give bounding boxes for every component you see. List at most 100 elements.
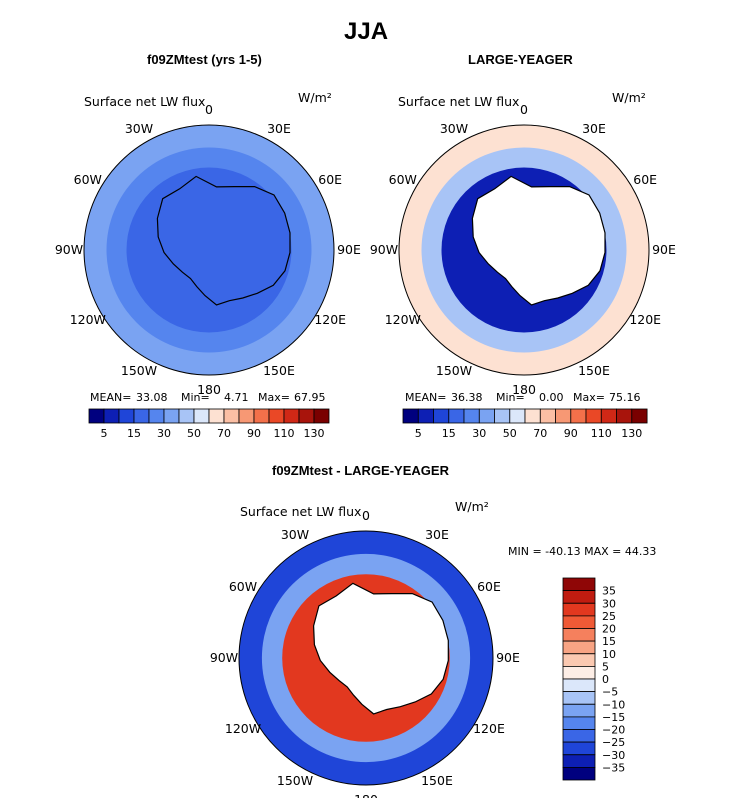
- colorbar1-box: [253, 408, 270, 424]
- colorbar3-tick: −35: [602, 761, 625, 774]
- map1-lon-label: 120W: [70, 312, 106, 327]
- colorbar1-box: [163, 408, 180, 424]
- panel2-max-label: Max=: [573, 391, 605, 404]
- map2-continent: [471, 175, 606, 306]
- map2-lon-label: 120W: [385, 312, 421, 327]
- colorbar1-box: [88, 408, 105, 424]
- map1-lon-label: 150W: [121, 363, 157, 378]
- colorbar3-tick: 15: [602, 635, 616, 648]
- panel3-minmax: MIN = -40.13 MAX = 44.33: [508, 545, 657, 558]
- colorbar3-box: [562, 628, 596, 642]
- colorbar2-box: [539, 408, 556, 424]
- panel2-units: W/m²: [612, 90, 646, 105]
- colorbar3-box: [562, 729, 596, 743]
- colorbar2-box: [478, 408, 495, 424]
- map3-continent: [312, 582, 449, 715]
- colorbar2-tick: 30: [472, 427, 486, 440]
- figure-title: JJA: [344, 18, 389, 45]
- colorbar3-tick: 5: [602, 660, 609, 673]
- colorbar3-tick: −15: [602, 711, 625, 724]
- panel1-mean-value: 33.08: [136, 391, 168, 404]
- colorbar1-tick: 70: [217, 427, 231, 440]
- colorbar2-box: [494, 408, 511, 424]
- colorbar2-box: [616, 408, 633, 424]
- colorbar1-box: [148, 408, 165, 424]
- colorbar2-tick: 70: [533, 427, 547, 440]
- colorbar2-box: [417, 408, 434, 424]
- colorbar2-box: [402, 408, 419, 424]
- map1-lon-label: 90E: [337, 242, 361, 257]
- colorbar1-tick: 90: [247, 427, 261, 440]
- colorbar3-box: [562, 577, 596, 592]
- colorbar1-tick: 50: [187, 427, 201, 440]
- colorbar2-box: [463, 408, 480, 424]
- colorbar3-tick: −30: [602, 749, 625, 762]
- map2-lon-label: 180: [512, 382, 536, 397]
- map3-lon-label: 0: [362, 508, 370, 523]
- colorbar2-tick: 110: [591, 427, 612, 440]
- colorbar3-box: [562, 640, 596, 655]
- map3-lon-label: 180: [354, 792, 378, 798]
- colorbar1-box: [238, 408, 255, 424]
- panel2-min-value: 0.00: [539, 391, 564, 404]
- map1-lon-label: 60E: [318, 172, 342, 187]
- colorbar3-box: [562, 590, 596, 604]
- colorbar2-tick: 5: [415, 427, 422, 440]
- map1-lon-label: 30E: [267, 121, 291, 136]
- map3-lon-label: 120W: [225, 721, 261, 736]
- panel2-mean-value: 36.38: [451, 391, 483, 404]
- panel1-max-value: 67.95: [294, 391, 326, 404]
- panel1-min-label: Min=: [181, 391, 210, 404]
- panel1-title: f09ZMtest (yrs 1-5): [147, 52, 262, 67]
- map3-lon-label: 90W: [210, 650, 238, 665]
- map2-lon-label: 30W: [440, 121, 468, 136]
- map3-lon-label: 120E: [473, 721, 505, 736]
- panel3-subtitle: Surface net LW flux: [240, 504, 362, 519]
- map1-border: [83, 124, 335, 376]
- colorbar2-tick: 130: [621, 427, 642, 440]
- map3-lon-label: 150E: [421, 773, 453, 788]
- colorbar3-tick: 35: [602, 585, 616, 598]
- colorbar2-box: [631, 408, 648, 424]
- map2-lon-label: 0: [520, 102, 528, 117]
- panel1-units: W/m²: [298, 90, 332, 105]
- panel2-title: LARGE-YEAGER: [468, 52, 573, 67]
- map2-lon-label: 150W: [436, 363, 472, 378]
- map1-lon-label: 0: [205, 102, 213, 117]
- map3-lon-label: 90E: [496, 650, 520, 665]
- colorbar3-box: [562, 615, 596, 629]
- colorbar1-tick: 15: [127, 427, 141, 440]
- map3-lon-label: 60W: [229, 579, 257, 594]
- map2-lon-label: 60E: [633, 172, 657, 187]
- colorbar1-tick: 110: [274, 427, 295, 440]
- panel1-subtitle: Surface net LW flux: [84, 94, 206, 109]
- colorbar3-box: [562, 666, 596, 680]
- colorbar2-box: [600, 408, 617, 424]
- colorbar1-box: [208, 408, 225, 424]
- panel2-max-value: 75.16: [609, 391, 641, 404]
- map1-lon-label: 180: [197, 382, 221, 397]
- map1-lon-label: 30W: [125, 121, 153, 136]
- map2-lon-label: 90W: [370, 242, 398, 257]
- colorbar1-tick: 130: [304, 427, 325, 440]
- colorbar2-box: [509, 408, 526, 424]
- colorbar2-tick: 90: [564, 427, 578, 440]
- colorbar3-tick: −25: [602, 736, 625, 749]
- colorbar3-tick: 0: [602, 673, 609, 686]
- map3-border: [238, 530, 494, 786]
- map3-lon-label: 60E: [477, 579, 501, 594]
- colorbar3-tick: −10: [602, 698, 625, 711]
- colorbar3-box: [562, 754, 596, 768]
- map3-lon-label: 30E: [425, 527, 449, 542]
- map1-lon-label: 150E: [263, 363, 295, 378]
- panel2-subtitle: Surface net LW flux: [398, 94, 520, 109]
- colorbar1-box: [298, 408, 315, 424]
- panel2-min-label: Min=: [496, 391, 525, 404]
- colorbar2-box: [585, 408, 602, 424]
- colorbar2-box: [448, 408, 465, 424]
- colorbar1-box: [118, 408, 135, 424]
- colorbar3-box: [562, 741, 596, 756]
- map2-lon-label: 150E: [578, 363, 610, 378]
- panel1-min-value: 4.71: [224, 391, 249, 404]
